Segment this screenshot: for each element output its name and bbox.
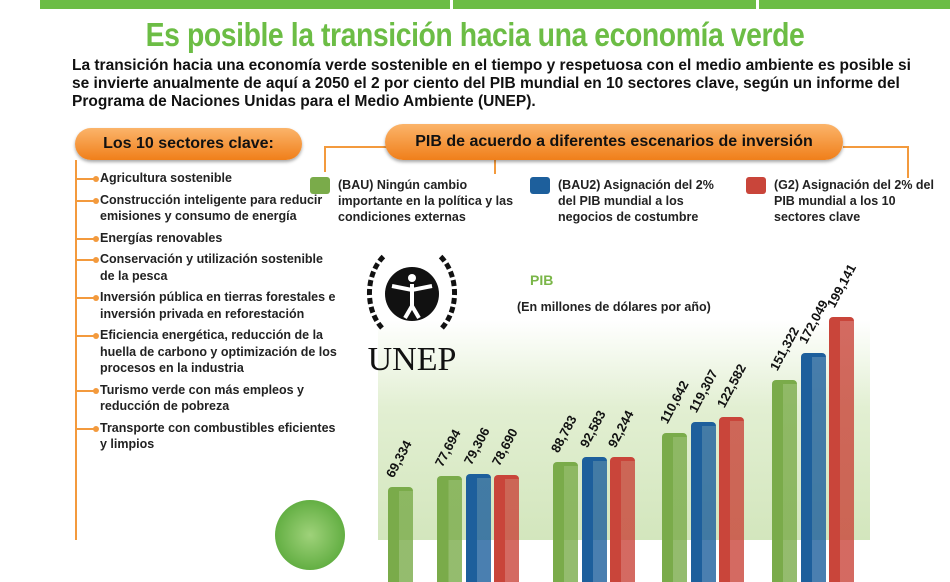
bar-value-label: 172,049	[795, 297, 831, 346]
unep-logo: UNEP	[352, 248, 472, 379]
bracket-left	[450, 0, 459, 12]
bar-g2	[610, 457, 635, 582]
bar-bau2	[581, 456, 607, 582]
bar-value-label: 92,583	[576, 407, 609, 450]
sector-item: Agricultura sostenible	[75, 170, 340, 187]
bar-value-label: 119,307	[685, 366, 721, 415]
sectors-heading: Los 10 sectores clave:	[75, 128, 302, 160]
legend-label: (G2) Asignación del 2% del PIB mundial a…	[774, 178, 934, 224]
bar-value-label: 92,244	[604, 408, 637, 451]
intro-text: La transición hacia una economía verde s…	[72, 57, 911, 110]
bar-bau2	[465, 474, 491, 582]
bar-value-label: 110,642	[656, 378, 692, 427]
chart-title: PIB de acuerdo a diferentes escenarios d…	[385, 124, 843, 160]
legend-label: (BAU2) Asignación del 2% del PIB mundial…	[558, 178, 714, 224]
bar-value-label: 78,690	[488, 425, 521, 468]
legend-label: (BAU) Ningún cambio importante en la pol…	[338, 178, 514, 224]
bar-value-label: 69,334	[382, 438, 415, 481]
bar-bau2	[690, 421, 716, 582]
bar-chart: 69,334 77,694 88,783 110,642 151,322 79,306 92…	[382, 261, 860, 582]
page-title: Es posible la transición hacia una econo…	[145, 16, 805, 53]
sectors-connector-line	[75, 160, 77, 540]
bar-g2	[719, 417, 744, 582]
legend-item-bau2: (BAU2) Asignación del 2% del PIB mundial…	[530, 177, 735, 225]
unep-emblem-icon	[367, 254, 457, 330]
unep-wordmark: UNEP	[367, 341, 457, 378]
bar-bau2	[800, 352, 826, 582]
bar-value-label: 151,322	[766, 324, 803, 373]
sector-item: Construcción inteligente para reducir em…	[75, 192, 340, 225]
sector-item: Conservación y utilización sostenible de…	[75, 251, 340, 284]
bar-value-label: 79,306	[460, 424, 493, 468]
bar-bau	[388, 487, 413, 582]
bar-value-label: 122,582	[713, 361, 750, 411]
chart-subtitle: PIB	[530, 272, 554, 288]
legend-connector-right	[843, 146, 909, 178]
sector-item: Energías renovables	[75, 230, 340, 247]
decorative-globe-image	[275, 500, 345, 570]
sectors-list: Agricultura sostenible Construcción inte…	[75, 170, 340, 458]
bar-g2	[829, 317, 854, 582]
sector-item: Transporte con combustibles eficientes y…	[75, 420, 340, 453]
legend-connector-left	[324, 146, 388, 172]
top-banner	[40, 0, 950, 12]
sector-item: Inversión pública en tierras forestales …	[75, 289, 340, 322]
bar-value-label: 88,783	[547, 412, 580, 455]
legend-connector-mid	[494, 160, 496, 174]
bar-value-label: 199,141	[823, 261, 860, 311]
y-axis-label: (En millones de dólares por año)	[517, 300, 711, 314]
bar-bau	[553, 461, 578, 582]
bar-bau	[772, 379, 797, 582]
green-cube-icon	[310, 177, 330, 194]
bar-g2	[494, 474, 519, 582]
bar-bau	[437, 476, 462, 582]
sector-item: Turismo verde con más empleos y reducció…	[75, 382, 340, 415]
bracket-right	[750, 0, 759, 12]
bar-bau	[662, 433, 687, 582]
red-cube-icon	[746, 177, 766, 194]
sector-item: Eficiencia energética, reducción de la h…	[75, 327, 340, 377]
legend-item-bau: (BAU) Ningún cambio importante en la pol…	[310, 177, 520, 225]
blue-cube-icon	[530, 177, 550, 194]
bar-value-label: 77,694	[431, 427, 464, 470]
legend-item-g2: (G2) Asignación del 2% del PIB mundial a…	[746, 177, 941, 225]
